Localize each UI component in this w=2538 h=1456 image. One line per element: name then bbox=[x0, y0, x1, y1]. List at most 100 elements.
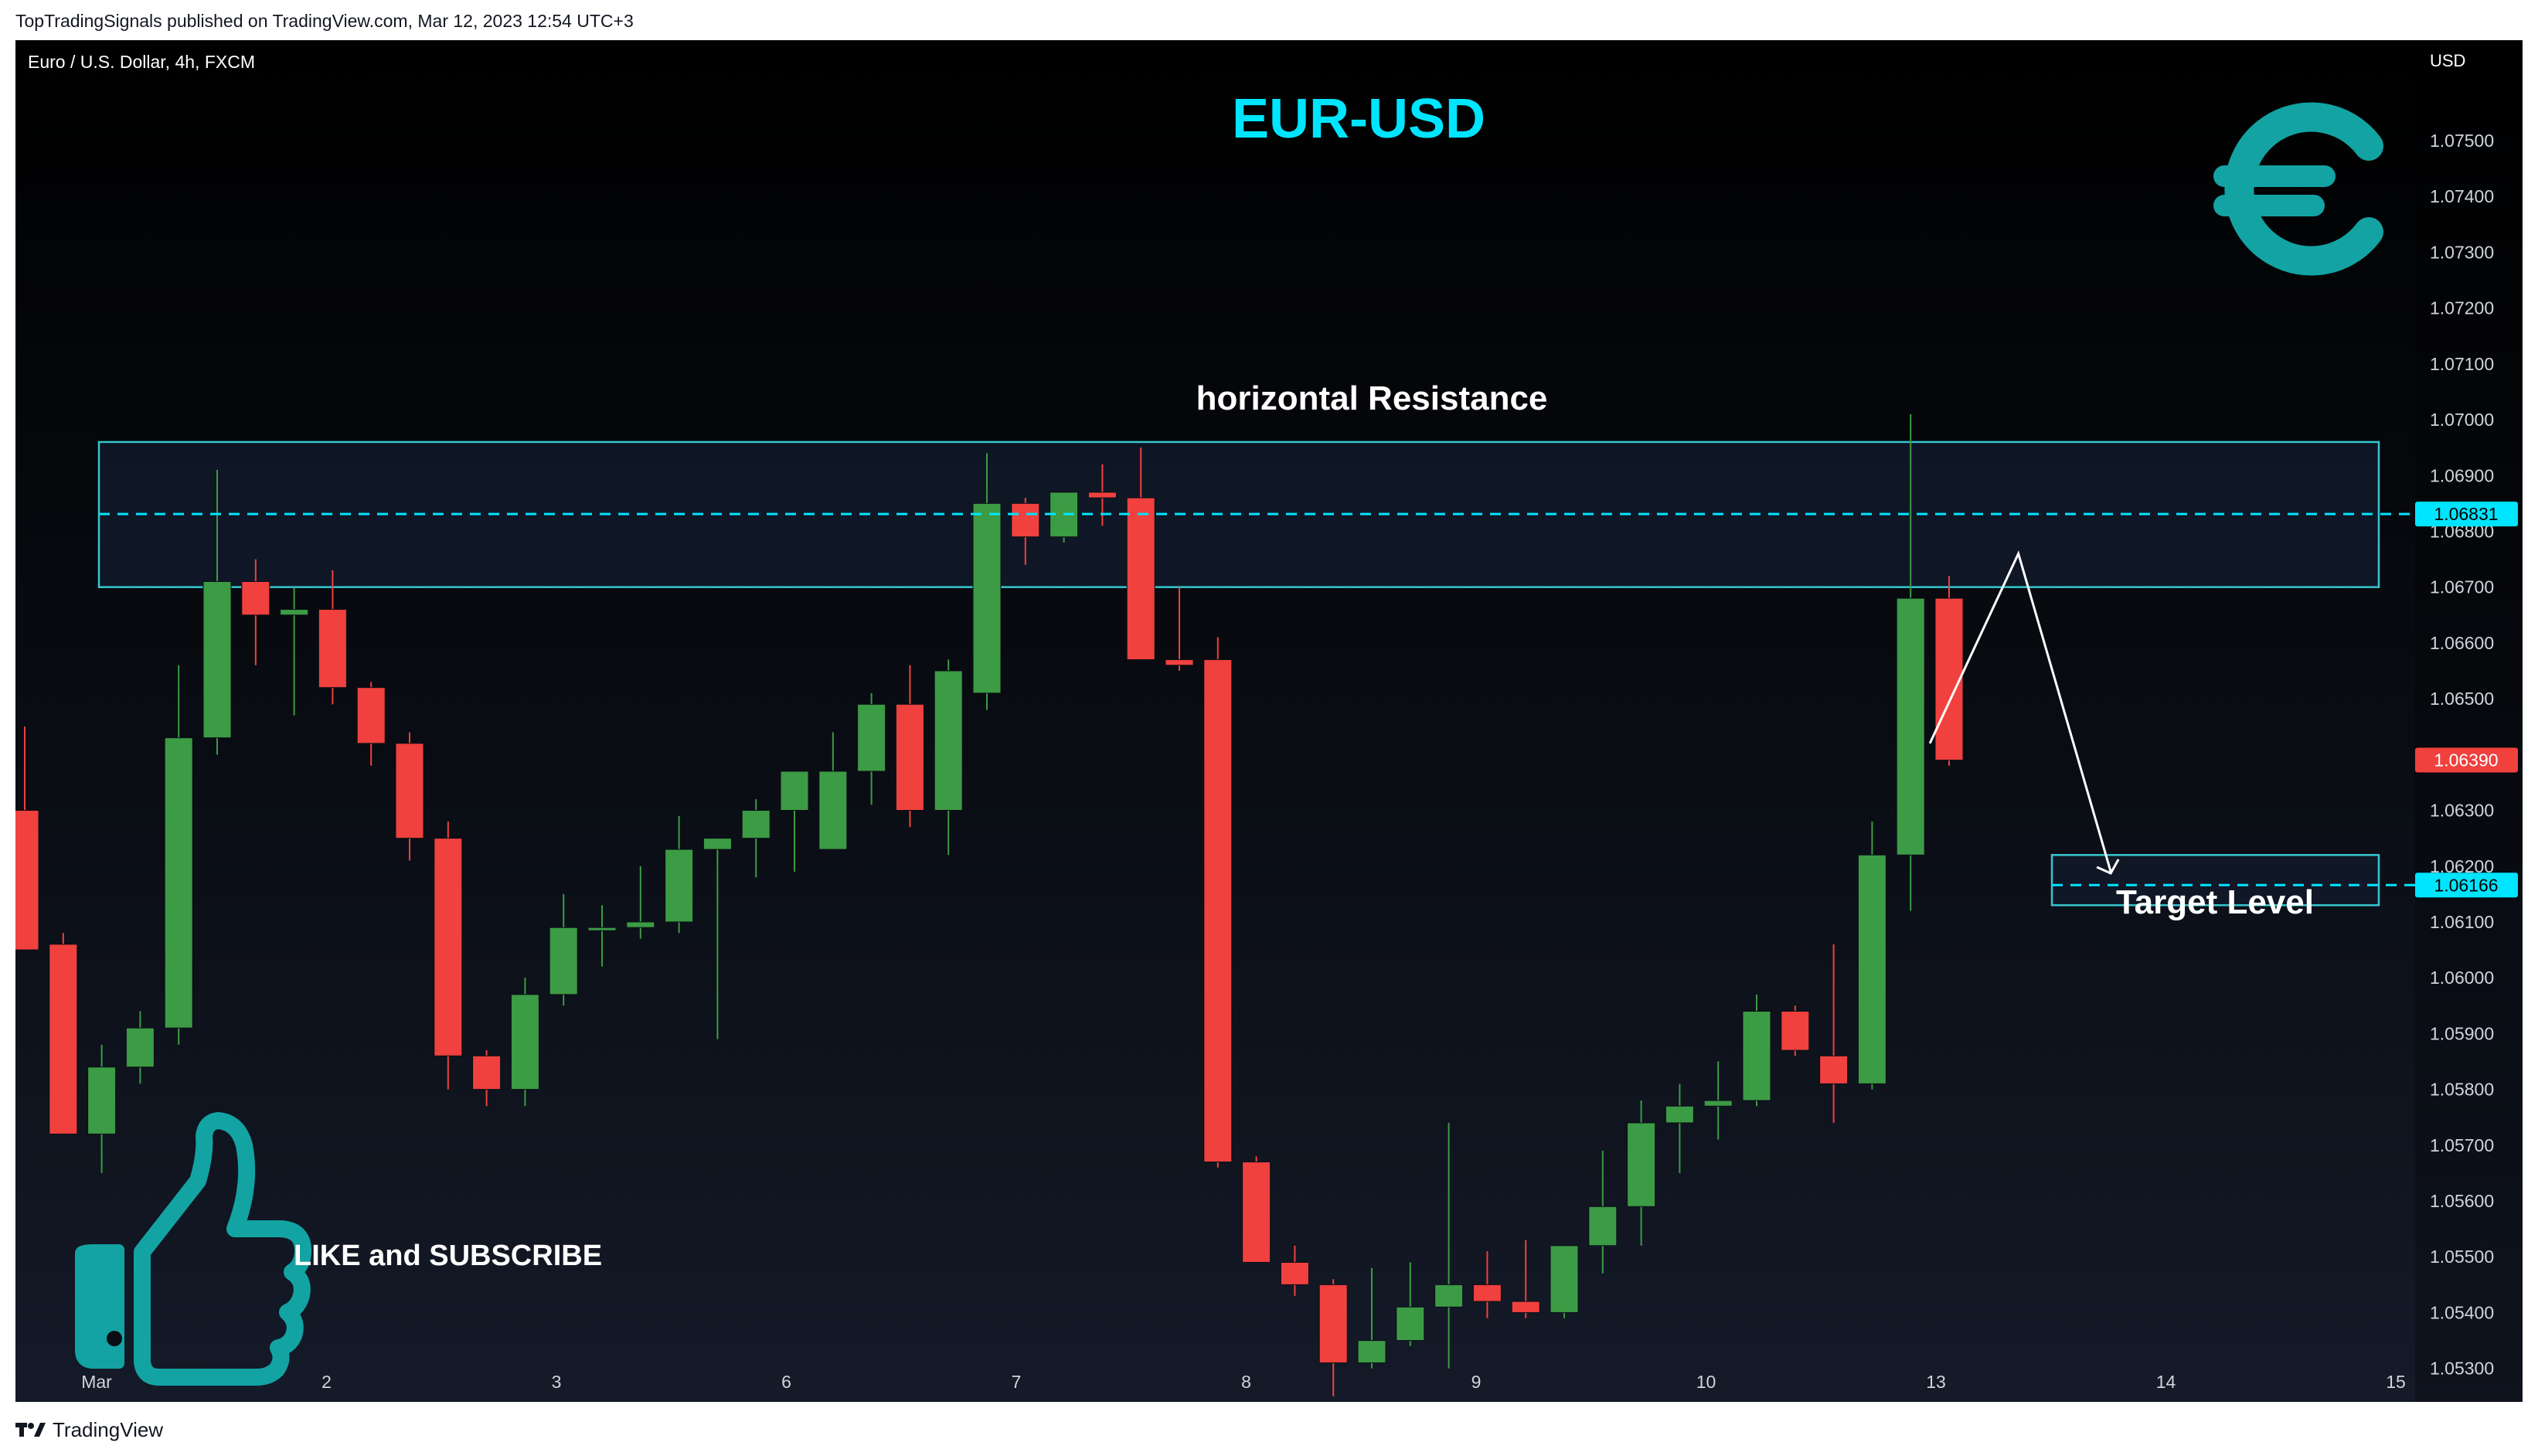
candle-body[interactable] bbox=[703, 838, 732, 850]
candle-body[interactable] bbox=[587, 927, 617, 931]
candle-body[interactable] bbox=[549, 927, 578, 995]
candle-body[interactable] bbox=[472, 1055, 502, 1090]
target-zone[interactable] bbox=[2050, 854, 2380, 907]
y-tick-label: 1.05600 bbox=[2430, 1191, 2494, 1211]
y-tick-label: 1.05400 bbox=[2430, 1302, 2494, 1322]
candle-body[interactable] bbox=[1857, 854, 1886, 1084]
y-tick-label: 1.06900 bbox=[2430, 465, 2494, 485]
candle-body[interactable] bbox=[318, 609, 347, 689]
candle-body[interactable] bbox=[164, 737, 193, 1029]
x-tick-label: 10 bbox=[1696, 1372, 1716, 1392]
y-tick-label: 1.07100 bbox=[2430, 354, 2494, 374]
candle-body[interactable] bbox=[1896, 597, 1925, 856]
y-tick-label: 1.07400 bbox=[2430, 186, 2494, 206]
x-tick-label: 14 bbox=[2156, 1372, 2176, 1392]
candle-body[interactable] bbox=[741, 810, 771, 839]
candle-body[interactable] bbox=[626, 921, 655, 928]
price-label-down bbox=[2415, 747, 2518, 773]
candle-body[interactable] bbox=[1742, 1011, 1771, 1101]
candle-body[interactable] bbox=[1396, 1306, 1425, 1342]
candle-body[interactable] bbox=[1472, 1284, 1502, 1302]
candle-body[interactable] bbox=[1357, 1340, 1386, 1363]
candle-body[interactable] bbox=[1550, 1245, 1579, 1313]
chart-title: EUR-USD bbox=[1232, 88, 1485, 150]
candle-body[interactable] bbox=[202, 580, 232, 739]
candle-body[interactable] bbox=[857, 703, 886, 772]
x-tick-label: 8 bbox=[1241, 1372, 1251, 1392]
x-tick-label: 13 bbox=[1926, 1372, 1946, 1392]
candle-body[interactable] bbox=[49, 944, 78, 1135]
x-tick-label: 3 bbox=[552, 1372, 562, 1392]
price-label-accent bbox=[2415, 502, 2518, 527]
chart-frame[interactable]: horizontal Resistance Target Level Euro /… bbox=[15, 40, 2523, 1402]
candle-body[interactable] bbox=[1203, 659, 1233, 1162]
euro-icon bbox=[2213, 102, 2383, 276]
price-label-text: 1.06831 bbox=[2434, 504, 2498, 524]
candle-body[interactable] bbox=[1126, 497, 1155, 661]
x-tick-label: 7 bbox=[1012, 1372, 1022, 1392]
candle-body[interactable] bbox=[1511, 1301, 1540, 1313]
y-tick-label: 1.07200 bbox=[2430, 298, 2494, 318]
candle-body[interactable] bbox=[1703, 1100, 1733, 1107]
y-tick-label: 1.05900 bbox=[2430, 1023, 2494, 1043]
chart-canvas[interactable]: horizontal Resistance Target Level Euro /… bbox=[15, 40, 2523, 1402]
y-tick-label: 1.05500 bbox=[2430, 1247, 2494, 1267]
time-axis[interactable]: Mar 2 3 6 7 8 9 10 13 14 15 bbox=[81, 1372, 2406, 1392]
candle-body[interactable] bbox=[1280, 1261, 1309, 1285]
candle-body[interactable] bbox=[1318, 1284, 1348, 1363]
candle-body[interactable] bbox=[1588, 1206, 1618, 1247]
target-label: Target Level bbox=[2116, 883, 2314, 921]
candle-body[interactable] bbox=[665, 849, 694, 923]
y-tick-label: 1.07500 bbox=[2430, 131, 2494, 151]
candle-body[interactable] bbox=[280, 609, 309, 616]
candle-body[interactable] bbox=[1011, 502, 1040, 538]
currency-label: USD bbox=[2430, 51, 2465, 70]
tradingview-brand: TradingView bbox=[53, 1417, 164, 1441]
y-tick-label: 1.07300 bbox=[2430, 242, 2494, 262]
candle-body[interactable] bbox=[1665, 1105, 1694, 1124]
candle-body[interactable] bbox=[780, 771, 809, 811]
projection-arrow-head bbox=[2096, 859, 2120, 875]
price-axis-background[interactable] bbox=[2415, 40, 2523, 1402]
candle-body[interactable] bbox=[395, 743, 424, 839]
candle-body[interactable] bbox=[818, 771, 848, 850]
candle-body[interactable] bbox=[1165, 659, 1194, 666]
candle-body[interactable] bbox=[356, 687, 386, 744]
price-label-text: 1.06166 bbox=[2434, 875, 2498, 895]
candle-body[interactable] bbox=[1819, 1055, 1849, 1084]
candle-body[interactable] bbox=[1087, 492, 1117, 498]
tradingview-logo[interactable]: TradingView bbox=[15, 1417, 163, 1442]
candle-body[interactable] bbox=[1781, 1011, 1810, 1051]
symbol-line: Euro / U.S. Dollar, 4h, FXCM bbox=[28, 52, 255, 72]
x-tick-label: 6 bbox=[781, 1372, 791, 1392]
candle-body[interactable] bbox=[1242, 1161, 1271, 1263]
x-tick-label: 2 bbox=[322, 1372, 332, 1392]
y-tick-label: 1.05300 bbox=[2430, 1359, 2494, 1379]
candle-body[interactable] bbox=[1934, 597, 1964, 761]
candle-body[interactable] bbox=[934, 670, 963, 811]
projection-path[interactable] bbox=[1928, 550, 2112, 873]
candle-body[interactable] bbox=[1434, 1284, 1464, 1308]
y-tick-label: 1.05700 bbox=[2430, 1135, 2494, 1155]
cta-text: LIKE and SUBSCRIBE bbox=[294, 1240, 602, 1272]
publish-info: TopTradingSignals published on TradingVi… bbox=[15, 11, 634, 31]
candle-body[interactable] bbox=[15, 810, 39, 951]
x-tick-label: 15 bbox=[2386, 1372, 2406, 1392]
candle-body[interactable] bbox=[87, 1066, 117, 1135]
x-tick-label: 9 bbox=[1471, 1372, 1482, 1392]
candle-body[interactable] bbox=[972, 502, 1002, 694]
price-label-accent bbox=[2415, 873, 2518, 898]
thumbs-up-icon bbox=[75, 1112, 311, 1386]
y-tick-label: 1.06600 bbox=[2430, 633, 2494, 653]
candle-body[interactable] bbox=[895, 703, 924, 811]
candle-body[interactable] bbox=[125, 1027, 155, 1068]
y-tick-label: 1.06100 bbox=[2430, 912, 2494, 932]
candle-body[interactable] bbox=[434, 838, 463, 1056]
y-tick-label: 1.06300 bbox=[2430, 801, 2494, 821]
candle-body[interactable] bbox=[1627, 1122, 1656, 1207]
candle-body[interactable] bbox=[510, 994, 539, 1090]
candle-body[interactable] bbox=[241, 580, 270, 616]
y-tick-label: 1.06000 bbox=[2430, 968, 2494, 988]
y-tick-label: 1.06500 bbox=[2430, 689, 2494, 709]
y-tick-label: 1.07000 bbox=[2430, 410, 2494, 430]
